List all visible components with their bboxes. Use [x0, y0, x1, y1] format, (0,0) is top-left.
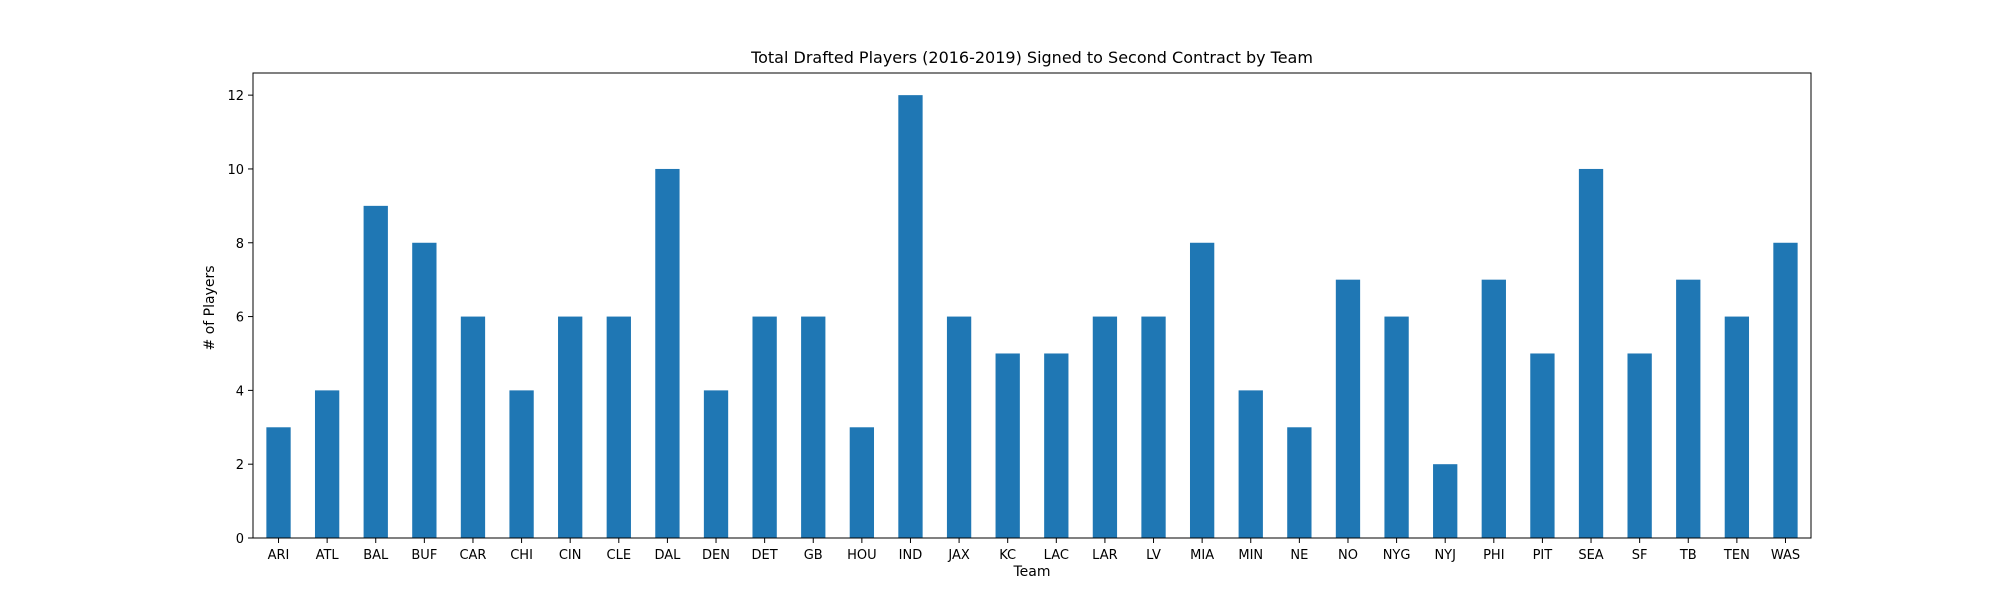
x-tick-label: DAL [654, 548, 681, 563]
x-tick-label: KC [999, 548, 1016, 563]
x-tick-label: NYJ [1434, 548, 1456, 563]
bar-group [266, 95, 1798, 539]
bar-min [1238, 390, 1263, 538]
bar-mia [1189, 242, 1215, 538]
x-tick-label: NYG [1383, 548, 1411, 563]
bar-phi [1481, 279, 1506, 538]
bar-kc [995, 353, 1020, 538]
bar-ind [898, 95, 923, 539]
x-tick-label: HOU [847, 548, 877, 563]
y-tick-label: 10 [227, 163, 244, 178]
bar-sf [1627, 353, 1652, 538]
bar-nyj [1433, 464, 1458, 538]
y-tick-label: 0 [236, 532, 244, 547]
bar-tb [1676, 279, 1701, 538]
bar-jax [946, 316, 972, 538]
x-tick-label: MIN [1238, 548, 1263, 563]
bar-sea [1578, 168, 1604, 538]
bar-hou [849, 427, 875, 538]
x-tick-label: LAR [1092, 548, 1117, 563]
x-tick-label: GB [804, 548, 823, 563]
bar-dal [655, 168, 680, 538]
x-tick-label: IND [899, 548, 923, 563]
bar-chi [509, 390, 534, 538]
x-tick-label: CLE [607, 548, 632, 563]
bar-car [460, 316, 486, 538]
x-tick-label: SF [1632, 548, 1648, 563]
x-tick-label: ARI [268, 548, 290, 563]
chart-title: Total Drafted Players (2016-2019) Signed… [750, 48, 1313, 67]
bar-gb [801, 316, 826, 538]
bar-was [1773, 242, 1798, 538]
bar-ten [1724, 316, 1750, 538]
x-tick-label: ATL [316, 548, 340, 563]
bar-nyg [1384, 316, 1409, 538]
bar-bal [363, 205, 388, 538]
bar-atl [314, 390, 340, 538]
y-axis: 0 2 4 6 8 10 12 [227, 89, 253, 547]
x-tick-label: CAR [459, 548, 486, 563]
bar-lv [1141, 316, 1166, 538]
bar-cle [606, 316, 631, 538]
bar-buf [412, 242, 437, 538]
x-tick-label: WAS [1771, 548, 1800, 563]
x-tick-label: TB [1679, 548, 1697, 563]
x-tick-label: CHI [510, 548, 533, 563]
bar-det [752, 316, 777, 538]
x-tick-label: PIT [1533, 548, 1553, 563]
y-tick-label: 8 [236, 237, 244, 252]
y-tick-label: 4 [236, 384, 244, 399]
bar-ari [266, 427, 291, 538]
y-axis-label: # of Players [202, 266, 218, 351]
bar-lar [1092, 316, 1118, 538]
x-tick-label: DEN [702, 548, 730, 563]
x-tick-label: NO [1338, 548, 1358, 563]
bar-lac [1044, 353, 1069, 538]
x-tick-label: TEN [1723, 548, 1750, 563]
x-tick-label: SEA [1578, 548, 1603, 563]
y-tick-label: 6 [236, 311, 244, 326]
x-tick-label: BAL [363, 548, 389, 563]
x-tick-label: CIN [559, 548, 582, 563]
bar-ne [1287, 427, 1312, 538]
bar-cin [558, 316, 583, 538]
x-axis-label: Team [1012, 564, 1050, 580]
bar-no [1335, 279, 1361, 538]
bar-pit [1530, 353, 1555, 538]
x-tick-label: NE [1290, 548, 1308, 563]
x-tick-label: LV [1146, 548, 1161, 563]
x-tick-label: MIA [1190, 548, 1214, 563]
x-tick-label: LAC [1044, 548, 1069, 563]
y-tick-label: 2 [236, 458, 244, 473]
bar-den [703, 390, 729, 538]
x-axis: ARI ATL BAL BUF CAR CHI CIN CLE DAL DEN DET GB HOU IN… [268, 538, 1800, 563]
plot-frame [252, 72, 1812, 539]
x-tick-label: DET [752, 548, 778, 563]
x-tick-label: PHI [1483, 548, 1504, 563]
x-tick-label: JAX [947, 548, 969, 563]
x-tick-label: BUF [411, 548, 437, 563]
y-tick-label: 12 [227, 89, 244, 104]
